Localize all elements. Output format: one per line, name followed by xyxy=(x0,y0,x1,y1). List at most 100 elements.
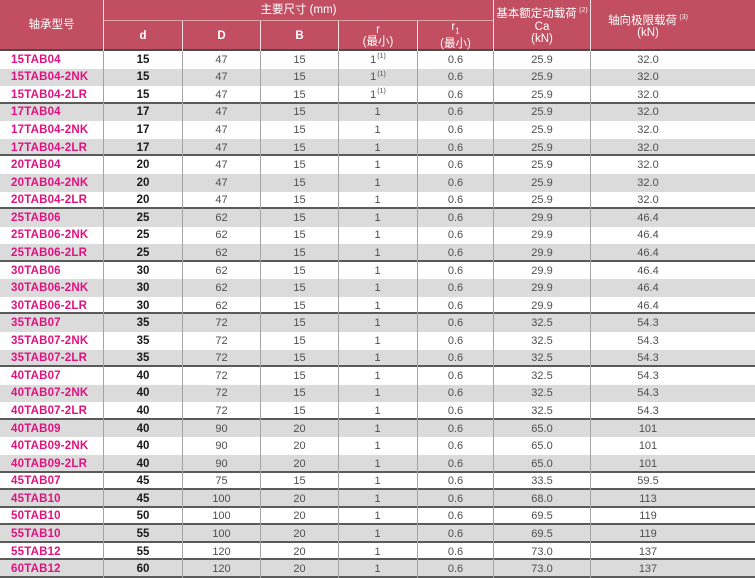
r1-min-cell: 0.6 xyxy=(417,454,493,473)
D-cell: 72 xyxy=(182,402,260,420)
r-min-cell: 1 xyxy=(338,367,417,385)
dynamic-load-cell: 33.5 xyxy=(493,472,590,491)
B-cell: 20 xyxy=(260,490,338,508)
bearing-model-cell: 30TAB06-2LR xyxy=(11,299,88,312)
D-cell: 72 xyxy=(182,367,260,385)
r-min-cell: 1 xyxy=(338,384,417,403)
dynamic-load-cell: 25.9 xyxy=(493,191,590,210)
header-ca-unit: (kN) xyxy=(531,33,553,46)
dynamic-load-cell: 29.9 xyxy=(493,244,590,262)
D-cell: 62 xyxy=(182,226,260,245)
header-bearing-model: 轴承型号 xyxy=(0,0,103,51)
r-min-cell: 1 xyxy=(338,490,417,508)
bearing-model-cell: 30TAB06-2NK xyxy=(11,282,89,295)
D-cell: 62 xyxy=(182,209,260,227)
r-min-cell: 1 xyxy=(338,560,417,578)
bearing-model-cell: 50TAB10 xyxy=(11,510,61,523)
B-cell: 15 xyxy=(260,138,338,157)
d-cell: 35 xyxy=(103,349,182,368)
dynamic-load-cell: 32.5 xyxy=(493,367,590,385)
dynamic-load-cell: 25.9 xyxy=(493,68,590,87)
r-min-cell: 1 xyxy=(338,525,417,543)
axial-load-cell: 32.0 xyxy=(590,173,755,192)
header-col-axial-limit-load: 轴向极限载荷 (3) (kN) xyxy=(590,0,755,51)
r1-min-cell: 0.6 xyxy=(417,226,493,245)
bearing-model-cell: 45TAB10 xyxy=(11,492,61,505)
table-row: 40TAB09-2LR 40 90 20 1 0.6 65.0 101 xyxy=(0,454,755,473)
header-main-dimensions-label: 主要尺寸 (mm) xyxy=(260,3,337,16)
header-axial-unit: (kN) xyxy=(637,26,659,39)
B-cell: 15 xyxy=(260,191,338,210)
B-cell: 20 xyxy=(260,454,338,473)
dynamic-load-cell: 32.5 xyxy=(493,384,590,403)
axial-load-cell: 46.4 xyxy=(590,226,755,245)
B-cell: 15 xyxy=(260,244,338,262)
D-cell: 47 xyxy=(182,86,260,104)
axial-load-cell: 119 xyxy=(590,525,755,543)
bearing-model-cell: 15TAB04-2LR xyxy=(11,88,88,101)
table-row: 30TAB06-2NK 30 62 15 1 0.6 29.9 46.4 xyxy=(0,279,755,297)
axial-load-cell: 32.0 xyxy=(590,191,755,210)
table-row: 15TAB04 15 47 15 1 (1) 0.6 25.9 32.0 xyxy=(0,51,755,69)
B-cell: 15 xyxy=(260,226,338,245)
d-cell: 30 xyxy=(103,261,182,280)
axial-load-cell: 137 xyxy=(590,542,755,561)
header-col-r-label: r xyxy=(376,23,380,36)
bearing-model-cell: 40TAB09-2LR xyxy=(11,457,88,470)
d-cell: 15 xyxy=(103,51,182,69)
d-cell: 55 xyxy=(103,525,182,543)
bearing-model-cell: 35TAB07-2LR xyxy=(11,352,88,365)
r1-min-cell: 0.6 xyxy=(417,402,493,420)
axial-load-cell: 101 xyxy=(590,419,755,438)
table-row: 25TAB06 25 62 15 1 0.6 29.9 46.4 xyxy=(0,209,755,227)
d-cell: 40 xyxy=(103,454,182,473)
D-cell: 62 xyxy=(182,244,260,262)
axial-load-cell: 54.3 xyxy=(590,349,755,368)
dynamic-load-cell: 65.0 xyxy=(493,419,590,438)
r1-min-cell: 0.6 xyxy=(417,156,493,174)
B-cell: 15 xyxy=(260,173,338,192)
header-ca-symbol: Ca xyxy=(534,20,550,33)
D-cell: 47 xyxy=(182,138,260,157)
bearing-model-cell: 35TAB07 xyxy=(11,317,61,330)
dynamic-load-cell: 29.9 xyxy=(493,226,590,245)
B-cell: 15 xyxy=(260,51,338,69)
r1-min-cell: 0.6 xyxy=(417,138,493,157)
r1-min-cell: 0.6 xyxy=(417,103,493,122)
bearing-model-cell: 40TAB07-2LR xyxy=(11,405,88,418)
header-col-D-label: D xyxy=(217,29,226,42)
B-cell: 15 xyxy=(260,349,338,368)
r1-min-cell: 0.6 xyxy=(417,560,493,578)
dynamic-load-cell: 73.0 xyxy=(493,560,590,578)
d-cell: 40 xyxy=(103,367,182,385)
table-row: 17TAB04-2LR 17 47 15 1 0.6 25.9 32.0 xyxy=(0,138,755,157)
d-cell: 25 xyxy=(103,226,182,245)
D-cell: 47 xyxy=(182,156,260,174)
r1-min-cell: 0.6 xyxy=(417,437,493,455)
d-cell: 45 xyxy=(103,472,182,491)
d-cell: 25 xyxy=(103,209,182,227)
D-cell: 47 xyxy=(182,191,260,210)
r1-min-cell: 0.6 xyxy=(417,314,493,332)
dynamic-load-cell: 32.5 xyxy=(493,349,590,368)
bearing-model-cell: 25TAB06-2NK xyxy=(11,229,89,242)
r1-min-cell: 0.6 xyxy=(417,507,493,526)
dynamic-load-cell: 73.0 xyxy=(493,542,590,561)
r-min-cell: 1 xyxy=(338,419,417,438)
header-col-dynamic-load: 基本额定动载荷 (2) Ca (kN) xyxy=(493,0,590,51)
r-min-cell: 1 (1) xyxy=(338,68,417,87)
axial-load-cell: 54.3 xyxy=(590,332,755,350)
bearing-model-cell: 40TAB09-2NK xyxy=(11,440,89,453)
r-min-cell: 1 xyxy=(338,121,417,139)
table-row: 35TAB07-2NK 35 72 15 1 0.6 32.5 54.3 xyxy=(0,332,755,350)
r1-min-cell: 0.6 xyxy=(417,490,493,508)
table-row: 35TAB07 35 72 15 1 0.6 32.5 54.3 xyxy=(0,314,755,332)
d-cell: 40 xyxy=(103,437,182,455)
r1-min-cell: 0.6 xyxy=(417,542,493,561)
r1-min-cell: 0.6 xyxy=(417,367,493,385)
r1-min-cell: 0.6 xyxy=(417,209,493,227)
r-min-cell: 1 xyxy=(338,314,417,332)
table-row: 55TAB12 55 120 20 1 0.6 73.0 137 xyxy=(0,542,755,561)
r1-min-cell: 0.6 xyxy=(417,68,493,87)
